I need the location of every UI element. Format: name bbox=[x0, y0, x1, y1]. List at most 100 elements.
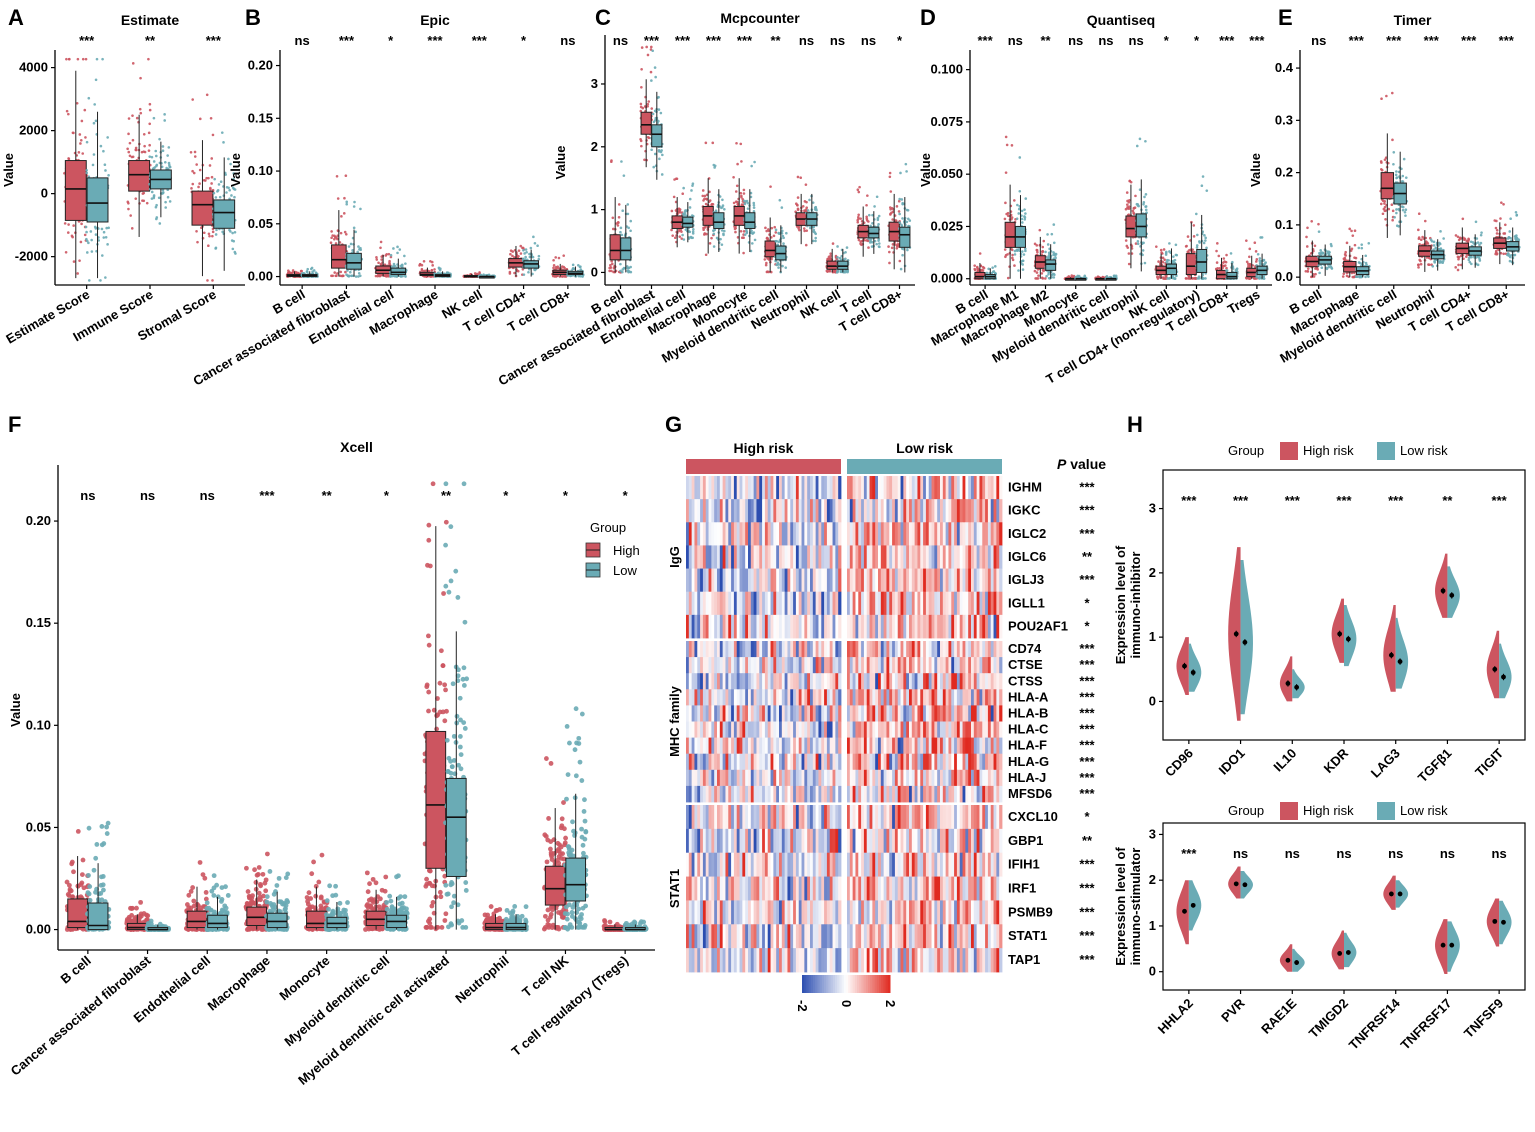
data-point bbox=[702, 226, 705, 230]
y-tick-label: 0.05 bbox=[248, 216, 273, 231]
data-point bbox=[168, 165, 172, 169]
data-point bbox=[896, 242, 900, 246]
data-point bbox=[610, 160, 613, 164]
data-point bbox=[1457, 263, 1460, 267]
panel-A: A Estimate-2000020004000Value***Estimate … bbox=[1, 5, 245, 347]
data-point bbox=[814, 205, 818, 209]
data-point bbox=[148, 143, 151, 147]
data-point bbox=[311, 270, 314, 273]
data-point bbox=[611, 227, 615, 231]
significance-label: *** bbox=[1349, 33, 1365, 48]
data-point bbox=[763, 258, 767, 261]
data-point bbox=[711, 141, 715, 145]
data-point bbox=[67, 223, 70, 226]
data-point bbox=[640, 46, 644, 49]
data-point bbox=[129, 214, 132, 217]
data-point bbox=[341, 274, 345, 278]
data-point bbox=[430, 260, 434, 264]
data-point bbox=[1217, 254, 1221, 258]
data-point bbox=[232, 239, 236, 243]
data-point bbox=[85, 171, 88, 175]
data-point bbox=[765, 270, 769, 274]
data-point bbox=[621, 209, 625, 213]
data-point bbox=[205, 93, 209, 97]
data-point bbox=[562, 265, 566, 269]
data-point bbox=[1385, 94, 1388, 98]
data-point bbox=[1457, 257, 1460, 261]
data-point bbox=[619, 262, 622, 266]
data-point bbox=[554, 256, 558, 259]
data-point bbox=[704, 141, 708, 145]
data-point bbox=[1395, 170, 1398, 173]
data-point bbox=[875, 242, 878, 246]
data-point bbox=[657, 108, 661, 111]
data-point bbox=[72, 224, 75, 227]
data-point bbox=[1136, 239, 1140, 243]
data-point bbox=[533, 241, 537, 245]
data-point bbox=[1037, 274, 1040, 277]
data-point bbox=[375, 258, 379, 261]
data-point bbox=[392, 262, 396, 266]
data-point bbox=[152, 116, 156, 120]
data-point bbox=[357, 245, 360, 248]
data-point bbox=[1476, 241, 1480, 244]
data-point bbox=[330, 230, 333, 233]
data-point bbox=[79, 240, 83, 244]
significance-label: ns bbox=[799, 33, 814, 48]
box bbox=[1165, 263, 1177, 276]
data-point bbox=[1462, 238, 1466, 242]
data-point bbox=[349, 242, 353, 246]
data-point bbox=[1330, 244, 1333, 248]
data-point bbox=[162, 191, 165, 194]
data-point bbox=[233, 230, 237, 234]
data-point bbox=[1223, 260, 1226, 263]
data-point bbox=[126, 147, 129, 151]
data-point bbox=[104, 169, 107, 172]
data-point bbox=[79, 142, 82, 145]
data-point bbox=[1423, 219, 1427, 223]
data-point bbox=[145, 201, 149, 205]
data-point bbox=[899, 171, 902, 175]
data-point bbox=[164, 206, 168, 209]
data-point bbox=[1313, 244, 1317, 248]
data-point bbox=[796, 204, 799, 207]
data-point bbox=[1258, 276, 1261, 279]
data-point bbox=[87, 241, 90, 245]
data-point bbox=[627, 226, 630, 230]
data-point bbox=[1200, 184, 1204, 188]
data-point bbox=[612, 270, 615, 274]
data-point bbox=[1162, 248, 1166, 251]
box bbox=[191, 190, 214, 226]
data-point bbox=[168, 200, 172, 203]
data-point bbox=[388, 262, 391, 266]
data-point bbox=[160, 165, 164, 169]
data-point bbox=[420, 268, 424, 272]
data-point bbox=[1023, 208, 1026, 211]
significance-label: *** bbox=[427, 33, 443, 48]
data-point bbox=[334, 242, 338, 245]
data-point bbox=[1384, 209, 1388, 212]
box bbox=[1045, 259, 1057, 271]
data-point bbox=[887, 245, 890, 248]
data-point bbox=[1310, 219, 1314, 223]
data-point bbox=[708, 242, 712, 245]
data-point bbox=[784, 266, 788, 269]
data-point bbox=[139, 111, 143, 115]
significance-label: ** bbox=[145, 33, 156, 48]
data-point bbox=[357, 275, 360, 278]
significance-label: ** bbox=[1040, 33, 1051, 48]
data-point bbox=[127, 207, 130, 211]
data-point bbox=[619, 230, 622, 234]
data-point bbox=[827, 255, 831, 259]
data-point bbox=[901, 253, 904, 257]
data-point bbox=[890, 246, 894, 250]
data-point bbox=[720, 243, 724, 246]
data-point bbox=[155, 203, 158, 207]
data-point bbox=[1127, 205, 1131, 209]
data-point bbox=[682, 186, 685, 190]
data-point bbox=[660, 149, 663, 152]
data-point bbox=[1053, 273, 1056, 277]
data-point bbox=[1004, 201, 1007, 205]
data-point bbox=[1364, 254, 1368, 258]
